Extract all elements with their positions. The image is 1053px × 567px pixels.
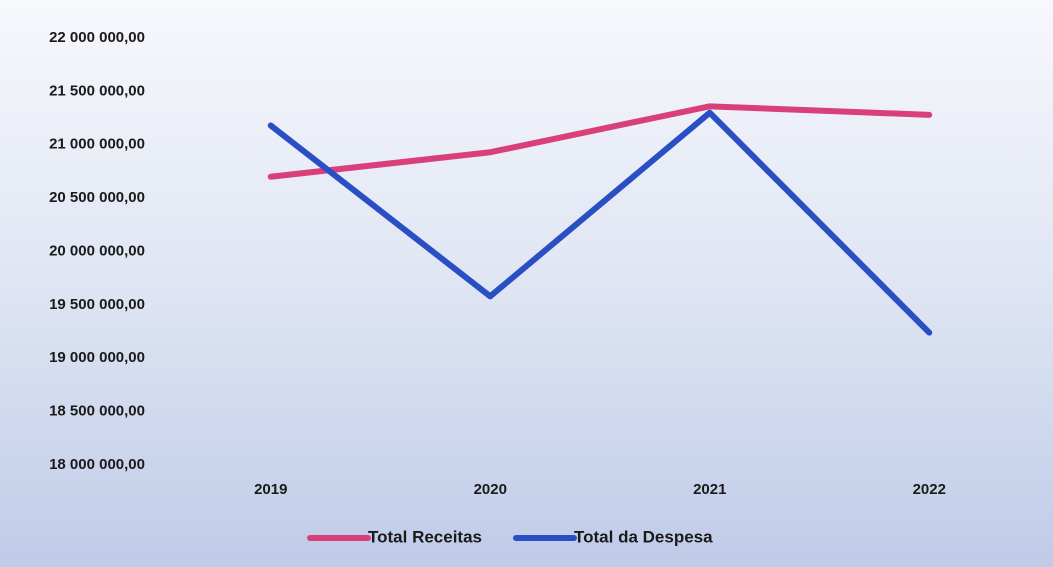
series-line: [267, 103, 933, 180]
y-tick-label: 18 000 000,00: [49, 456, 145, 473]
y-tick-label: 18 500 000,00: [49, 403, 145, 420]
x-tick-label: 2020: [474, 481, 507, 498]
y-tick-label: 22 000 000,00: [49, 29, 145, 46]
legend-label: Total Receitas: [368, 527, 482, 546]
y-tick-label: 20 000 000,00: [49, 242, 145, 259]
y-tick-label: 21 500 000,00: [49, 82, 145, 99]
series-line: [267, 109, 933, 336]
y-tick-label: 19 500 000,00: [49, 296, 145, 313]
y-tick-label: 20 500 000,00: [49, 189, 145, 206]
legend-label: Total da Despesa: [574, 527, 713, 546]
y-tick-label: 21 000 000,00: [49, 136, 145, 153]
y-tick-label: 19 000 000,00: [49, 349, 145, 366]
x-tick-label: 2021: [693, 481, 726, 498]
x-tick-label: 2022: [913, 481, 946, 498]
x-tick-label: 2019: [254, 481, 287, 498]
